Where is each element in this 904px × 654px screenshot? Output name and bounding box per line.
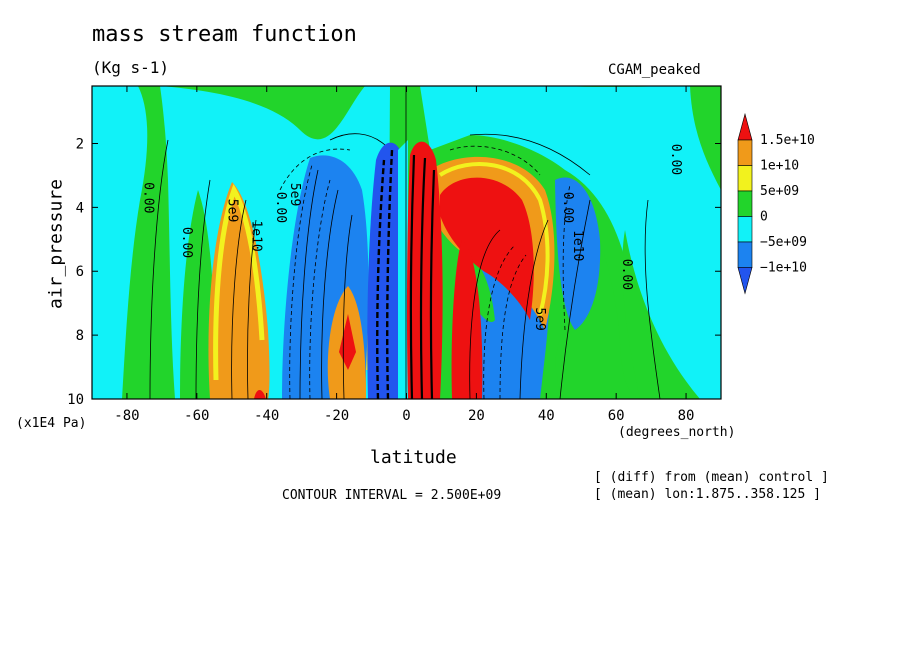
x-tick-label: -60 (184, 408, 209, 424)
colorbar-label: 1e+10 (760, 159, 799, 174)
contour-label: 5e9 (532, 307, 547, 330)
green-far-north (622, 230, 700, 399)
red-core-north (451, 240, 483, 399)
y-tick-label: 8 (76, 328, 84, 344)
chart-title: mass stream function (92, 22, 357, 47)
y-tick-label: 4 (76, 200, 84, 216)
colorbar-segment (737, 216, 753, 243)
diff-note: [ (diff) from (mean) control ] (594, 470, 829, 485)
yellow-ring-south (213, 183, 265, 381)
contour-label: 1e10 (249, 220, 264, 251)
x-tick-label: 80 (678, 408, 695, 424)
contour-lines (149, 133, 661, 399)
colorbar-segment (737, 165, 753, 192)
colorbar-top-arrow (737, 112, 753, 141)
y-tick-label: 6 (76, 264, 84, 280)
contour-label: 5e9 (287, 183, 302, 206)
contour-label: 1e10 (570, 230, 585, 261)
colorbar-segment (737, 241, 753, 268)
dataset-tag: CGAM_peaked (608, 62, 701, 78)
equatorial-solid-contours (409, 154, 436, 399)
y-axis-ticks: 2 4 6 8 10 (67, 136, 721, 408)
colorbar-label: 1.5e+10 (760, 133, 815, 148)
contour-label: 0.00 (140, 182, 155, 213)
y-tick-label: 2 (76, 136, 84, 152)
colorbar-segment (737, 139, 753, 166)
contour-label: 0.00 (273, 192, 288, 223)
colorbar: 1.5e+10 1e+10 5e+09 0 −5e+09 −1e+10 (737, 112, 815, 295)
contour-label: 0.00 (668, 144, 683, 175)
x-tick-label: 20 (468, 408, 485, 424)
colorbar-label: 0 (760, 210, 768, 225)
colorbar-label: 5e+09 (760, 184, 799, 199)
x-tick-label: 40 (538, 408, 555, 424)
contour-interval-note: CONTOUR INTERVAL = 2.500E+09 (282, 488, 502, 503)
contour-label: 0.00 (619, 259, 634, 290)
x-axis-units: (degrees_north) (618, 425, 736, 440)
x-tick-label: 0 (402, 408, 410, 424)
contour-label: 5e9 (224, 199, 239, 222)
contour-label: 0.00 (179, 227, 194, 258)
negative-contour-lines (279, 145, 571, 399)
colorbar-label: −1e+10 (760, 261, 807, 276)
blue-cell-far-north (555, 177, 601, 330)
equatorial-dense-contours (376, 149, 394, 399)
x-tick-label: 60 (608, 408, 625, 424)
y-axis-units: (x1E4 Pa) (16, 416, 87, 431)
yellow-ring-north (438, 162, 550, 316)
x-tick-label: -20 (324, 408, 349, 424)
x-axis-ticks: -80 -60 -40 -20 0 20 40 60 80 (114, 86, 694, 424)
red-spot-south-low (254, 389, 266, 399)
mean-note: [ (mean) lon:1.875..358.125 ] (594, 487, 821, 502)
contour-field (92, 86, 721, 399)
chart-units: (Kg s-1) (92, 58, 170, 77)
colorbar-bottom-arrow (737, 267, 753, 295)
cyan-region-southwest (92, 86, 148, 399)
x-tick-label: -80 (114, 408, 139, 424)
x-axis-label: latitude (370, 447, 457, 468)
cyan-equatorial-strip (398, 140, 408, 399)
x-tick-label: -40 (254, 408, 279, 424)
y-tick-label: 10 (67, 392, 84, 408)
contour-label: 0.00 (560, 192, 575, 223)
colorbar-label: −5e+09 (760, 235, 807, 250)
colorbar-segment (737, 190, 753, 217)
green-north-tongue (690, 86, 721, 190)
